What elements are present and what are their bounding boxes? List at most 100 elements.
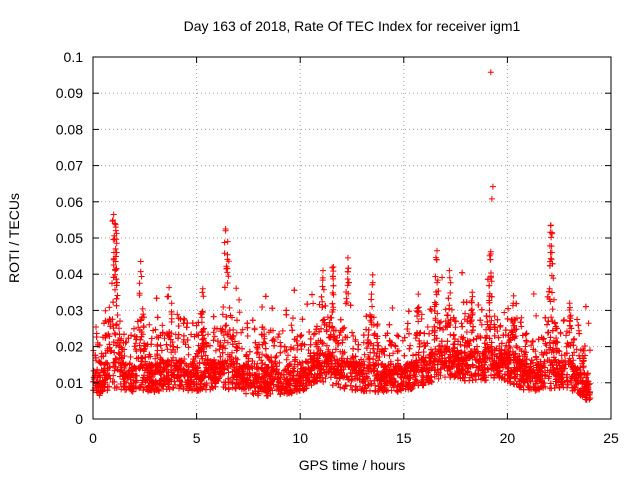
roti-point [442, 374, 448, 381]
roti-point [297, 333, 304, 340]
roti-point [413, 377, 420, 384]
roti-point [222, 384, 229, 391]
roti-point [233, 347, 240, 354]
roti-point [226, 353, 233, 360]
roti-point [224, 365, 231, 371]
roti-point [376, 354, 383, 360]
roti-point [339, 325, 346, 332]
roti-point [322, 302, 329, 309]
roti-point [153, 295, 160, 302]
roti-point [183, 324, 190, 331]
roti-point [469, 311, 476, 318]
roti-point [456, 370, 463, 377]
roti-point [136, 327, 143, 334]
roti-point [102, 332, 109, 339]
roti-point [530, 338, 536, 345]
roti-point [302, 374, 309, 381]
roti-point [398, 380, 405, 387]
roti-point [469, 306, 475, 313]
roti-point [325, 354, 331, 361]
roti-point [547, 344, 554, 351]
roti-point [339, 339, 346, 346]
roti-point [356, 376, 363, 383]
roti-point [217, 353, 224, 360]
roti-point [287, 346, 294, 353]
roti-point [564, 381, 571, 388]
roti-point [438, 318, 444, 325]
roti-point [193, 322, 200, 329]
roti-point [491, 313, 498, 320]
roti-point [140, 311, 147, 318]
roti-point [175, 323, 182, 329]
roti-point [239, 326, 246, 333]
roti-point [236, 309, 243, 316]
roti-point [197, 347, 203, 354]
roti-point [332, 346, 339, 353]
roti-point [189, 320, 196, 327]
roti-point [483, 355, 490, 362]
roti-point [238, 329, 245, 336]
roti-point [330, 282, 337, 289]
roti-point [215, 359, 222, 366]
roti-point [547, 334, 554, 341]
roti-point [442, 306, 449, 313]
roti-point [159, 357, 166, 364]
roti-point [455, 360, 462, 367]
roti-point [458, 348, 465, 355]
roti-point [207, 342, 213, 349]
roti-point [431, 329, 438, 336]
roti-point [254, 366, 261, 373]
roti-point [432, 346, 439, 352]
roti-point [491, 375, 497, 381]
roti-point [382, 363, 389, 370]
roti-point [372, 387, 379, 394]
roti-point [251, 326, 258, 333]
roti-point [277, 343, 284, 350]
roti-point [214, 338, 221, 345]
roti-point [309, 291, 315, 298]
roti-point [127, 354, 134, 360]
roti-point [450, 353, 457, 360]
roti-point [116, 351, 123, 358]
roti-point [175, 331, 182, 338]
roti-point [249, 358, 256, 364]
roti-point [114, 279, 120, 286]
roti-point [390, 364, 397, 370]
roti-point [221, 284, 228, 291]
roti-point [332, 337, 339, 344]
roti-point [236, 340, 242, 347]
roti-point [258, 331, 265, 338]
roti-point [291, 287, 298, 294]
roti-point [386, 352, 393, 359]
roti-point [380, 373, 387, 380]
roti-point [195, 319, 202, 326]
roti-point [262, 345, 269, 352]
roti-point [319, 304, 326, 311]
roti-point [546, 339, 553, 346]
roti-point [142, 354, 149, 361]
roti-point [512, 357, 519, 364]
roti-point [329, 309, 336, 315]
roti-point [436, 319, 443, 326]
roti-point [210, 329, 217, 336]
roti-point [243, 351, 250, 358]
roti-point [494, 316, 501, 323]
roti-point [512, 350, 519, 357]
roti-point [96, 358, 103, 365]
roti-point [219, 349, 226, 356]
roti-point [345, 376, 352, 383]
roti-point [392, 367, 399, 374]
roti-point [221, 379, 227, 386]
roti-point [143, 362, 150, 369]
roti-point [484, 318, 491, 325]
roti-point [403, 364, 410, 371]
roti-point [398, 367, 405, 374]
roti-point [520, 386, 527, 393]
roti-point [447, 316, 454, 323]
roti-point [305, 347, 312, 353]
roti-point [458, 320, 465, 327]
roti-point [120, 339, 127, 346]
roti-point [489, 352, 496, 358]
roti-point [221, 359, 228, 366]
roti-point [395, 347, 402, 354]
